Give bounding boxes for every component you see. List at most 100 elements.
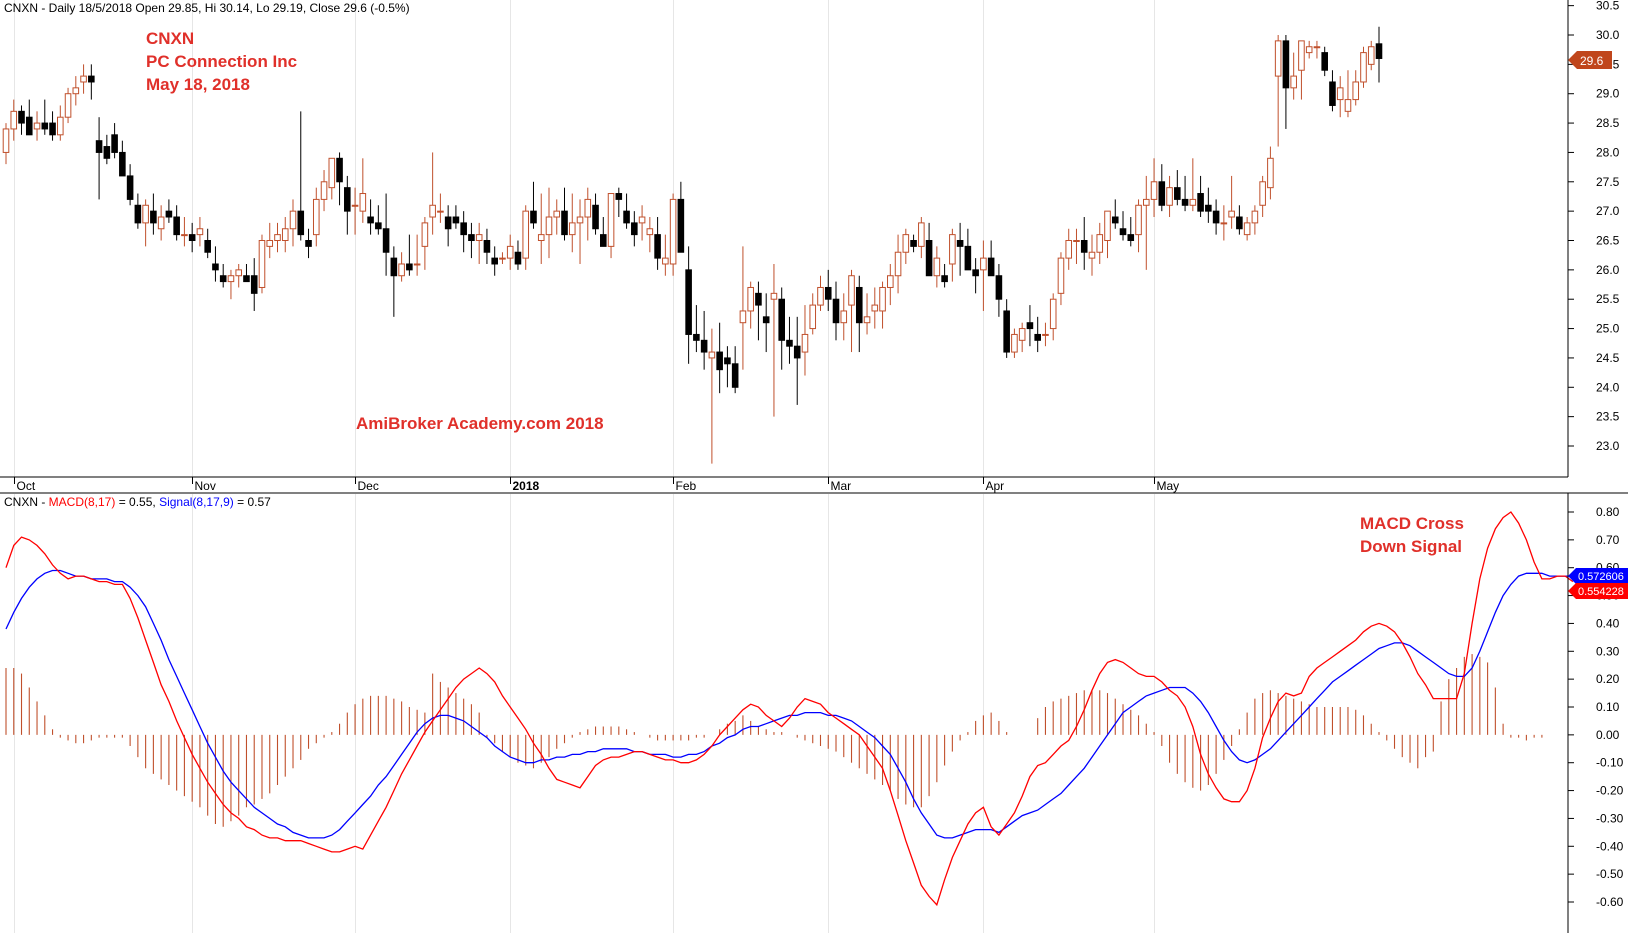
candle-body: [545, 216, 553, 236]
candle-body: [584, 198, 592, 218]
candle-body: [747, 286, 754, 312]
candle-body: [553, 210, 561, 218]
candle-body: [1135, 204, 1142, 236]
candle-body: [165, 210, 173, 218]
candle-body: [871, 304, 879, 312]
macd-header-prefix: CNXN -: [4, 495, 49, 509]
candlestick-series: [2, 26, 1383, 464]
candle-body: [196, 228, 204, 236]
candle-body: [1065, 240, 1073, 259]
macd-y-tick-label: 0.00: [1596, 728, 1620, 742]
candle-body: [770, 292, 778, 300]
macd-header-signal-value: = 0.57: [234, 495, 271, 509]
candle-body: [1142, 198, 1150, 206]
candle-body: [305, 240, 312, 247]
candle-body: [1352, 81, 1360, 101]
candle-body: [359, 193, 367, 212]
candle-body: [367, 216, 374, 224]
candle-body: [607, 193, 615, 247]
candle-body: [1212, 210, 1220, 224]
candle-body: [1205, 204, 1212, 212]
candle-body: [980, 257, 987, 271]
candle-body: [755, 292, 762, 306]
candle-body: [576, 216, 584, 224]
candle-body: [297, 210, 305, 236]
macd-month-gridlines: [14, 494, 1155, 933]
candle-body: [111, 134, 118, 153]
candle-body: [468, 234, 475, 241]
candle-body: [2, 128, 10, 153]
macd-y-tick-label: -0.10: [1596, 756, 1624, 770]
candle-body: [1018, 328, 1026, 341]
candle-body: [406, 263, 413, 271]
candle-body: [421, 222, 429, 247]
macd-line: [5, 511, 1574, 907]
price-panel-header: CNXN - Daily 18/5/2018 Open 29.85, Hi 30…: [4, 1, 410, 15]
macd-y-tick-label: 0.80: [1596, 505, 1620, 519]
annotation-macd-cross-2: Down Signal: [1360, 537, 1462, 556]
candle-body: [1104, 210, 1111, 241]
macd-panel-header: CNXN - MACD(8,17) = 0.55, Signal(8,17,9)…: [4, 495, 271, 509]
candle-body: [1236, 216, 1243, 230]
candle-body: [1119, 228, 1127, 236]
candle-body: [801, 333, 809, 353]
candle-body: [1111, 216, 1119, 224]
candle-body: [1344, 99, 1352, 112]
candle-body: [615, 193, 623, 200]
candle-body: [1127, 234, 1135, 241]
candle-body: [530, 210, 537, 224]
candle-body: [1181, 198, 1189, 206]
candle-body: [274, 234, 281, 241]
macd-histogram: [5, 654, 1543, 827]
candle-body: [10, 110, 18, 130]
candle-body: [483, 240, 491, 253]
candle-body: [863, 316, 871, 324]
month-tick-label: 2018: [513, 479, 540, 493]
candle-body: [1243, 222, 1251, 236]
candle-body: [344, 187, 351, 212]
candle-body: [925, 240, 933, 277]
month-tick-label: Apr: [986, 479, 1005, 493]
price-y-tick-label: 27.0: [1596, 204, 1620, 218]
candle-body: [1088, 251, 1096, 259]
candle-body: [654, 234, 661, 259]
signal-value-tag-label: 0.572606: [1578, 571, 1624, 583]
price-panel: 30.530.029.529.028.528.027.527.026.526.0…: [0, 0, 1620, 493]
candle-body: [708, 351, 716, 359]
candle-body: [1197, 193, 1204, 212]
macd-value-tag: 0.554228: [1568, 583, 1628, 599]
candle-body: [1034, 333, 1041, 341]
candle-body: [964, 245, 972, 271]
candle-body: [1026, 322, 1034, 330]
candle-body: [72, 87, 80, 95]
macd-y-tick-label: -0.30: [1596, 811, 1624, 825]
last-close-tag-label: 29.6: [1580, 54, 1604, 68]
macd-header-signal: Signal(8,17,9): [159, 495, 234, 509]
candle-body: [840, 310, 848, 324]
candle-body: [1321, 52, 1328, 71]
candle-body: [444, 216, 452, 230]
candle-body: [1282, 40, 1290, 89]
candle-body: [1080, 240, 1088, 253]
candle-body: [126, 175, 134, 200]
candle-body: [173, 216, 180, 236]
candle-body: [855, 286, 863, 324]
candle-body: [227, 275, 235, 283]
macd-value-tag-label: 0.554228: [1578, 586, 1624, 598]
candle-body: [731, 363, 739, 388]
annotation-macd-cross-1: MACD Cross: [1360, 514, 1464, 533]
candle-body: [18, 110, 25, 124]
candle-body: [685, 269, 692, 335]
candle-body: [1259, 181, 1266, 206]
candle-body: [941, 275, 948, 283]
candle-body: [375, 222, 382, 230]
candle-body: [1274, 40, 1282, 77]
signal-line: [5, 569, 1573, 839]
candle-body: [142, 204, 149, 224]
candle-body: [95, 140, 103, 153]
candle-body: [887, 275, 894, 288]
candle-body: [1336, 87, 1344, 101]
price-y-tick-label: 23.0: [1596, 439, 1620, 453]
candle-body: [499, 257, 506, 260]
candle-body: [1220, 222, 1228, 225]
